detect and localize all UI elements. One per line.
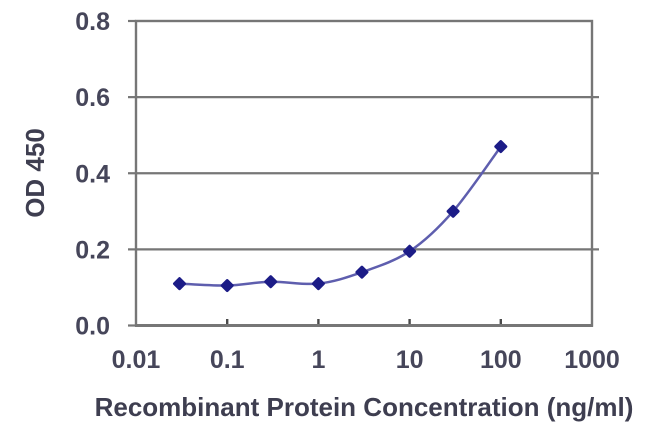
x-tick-label: 0.1	[210, 346, 245, 374]
data-point-marker	[446, 204, 460, 218]
data-point-marker	[220, 279, 234, 293]
y-tick-label: 0.0	[75, 313, 110, 341]
y-axis-title: OD 450	[20, 128, 50, 218]
x-tick-label: 1	[311, 346, 325, 374]
x-tick-label: 10	[396, 346, 424, 374]
data-point-marker	[173, 277, 187, 291]
data-point-marker	[264, 275, 278, 289]
y-tick-label: 0.2	[75, 236, 110, 264]
data-point-marker	[355, 265, 369, 279]
y-tick-label: 0.8	[75, 8, 110, 36]
data-point-marker	[403, 244, 417, 258]
x-axis-title: Recombinant Protein Concentration (ng/ml…	[95, 392, 634, 422]
y-tick-label: 0.6	[75, 84, 110, 112]
data-point-marker	[494, 140, 508, 154]
plot-border	[134, 19, 594, 327]
x-tick-label: 100	[480, 346, 522, 374]
data-series	[173, 140, 508, 293]
data-point-marker	[311, 277, 325, 291]
x-tick-label: 1000	[564, 346, 620, 374]
y-tick-label: 0.4	[75, 160, 110, 188]
x-tick-label: 0.01	[112, 346, 161, 374]
tick-labels: 0.0 0.2 0.4 0.6 0.8 0.01 0.1 1 10 100 1000	[75, 8, 620, 374]
gridlines	[136, 96, 592, 251]
